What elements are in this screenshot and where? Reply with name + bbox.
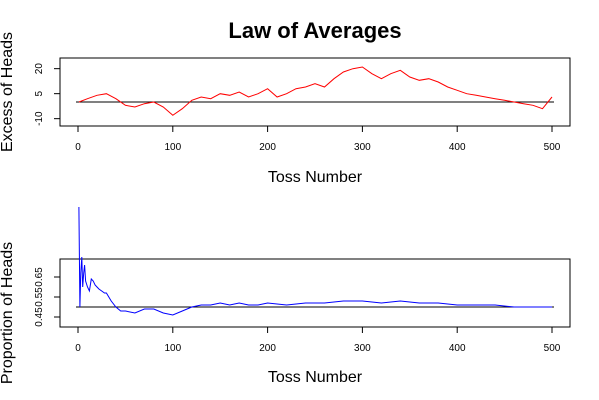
chart-title: Law of Averages xyxy=(228,18,401,43)
excess-y-tick-label: -10 xyxy=(34,111,45,126)
excess-y-tick-label: 5 xyxy=(34,90,45,96)
excess-y-axis-label: Excess of Heads xyxy=(0,32,16,152)
excess-x-tick-label: 300 xyxy=(354,142,371,153)
excess-heads-panel: 0 100 200 300 400 500 -10 5 20 Toss Number Exce… xyxy=(0,32,571,186)
excess-x-tick-label: 200 xyxy=(259,142,276,153)
proportion-y-tick-label: 0.45 xyxy=(34,307,45,327)
proportion-y-axis: 0.450.550.65 xyxy=(34,267,61,327)
proportion-x-tick-label: 300 xyxy=(354,343,371,354)
proportion-y-axis-label: Proportion of Heads xyxy=(0,242,16,384)
proportion-y-tick-label: 0.65 xyxy=(34,267,45,287)
excess-x-axis-label: Toss Number xyxy=(268,169,363,186)
excess-y-tick-label: 20 xyxy=(34,63,45,75)
proportion-heads-series-line xyxy=(78,206,552,316)
proportion-x-tick-label: 100 xyxy=(164,343,181,354)
proportion-x-axis-label: Toss Number xyxy=(268,369,363,386)
excess-x-tick-label: 400 xyxy=(449,142,466,153)
excess-x-tick-label: 100 xyxy=(164,142,181,153)
excess-x-tick-label: 500 xyxy=(544,142,561,153)
excess-x-axis: 0 100 200 300 400 500 xyxy=(75,125,561,153)
proportion-x-tick-label: 500 xyxy=(544,343,561,354)
proportion-heads-panel: 0 100 200 300 400 500 0.450.550.65 Toss Numbe… xyxy=(0,206,571,386)
proportion-x-tick-label: 200 xyxy=(259,343,276,354)
excess-x-tick-label: 0 xyxy=(75,142,81,153)
proportion-x-tick-label: 0 xyxy=(75,343,81,354)
excess-plot-frame xyxy=(59,57,571,127)
proportion-x-axis: 0 100 200 300 400 500 xyxy=(75,326,561,354)
excess-y-axis: -10 5 20 xyxy=(34,63,61,126)
proportion-y-tick-label: 0.55 xyxy=(34,287,45,307)
proportion-plot-frame xyxy=(59,258,571,328)
proportion-x-tick-label: 400 xyxy=(449,343,466,354)
excess-heads-series-line xyxy=(78,66,553,116)
